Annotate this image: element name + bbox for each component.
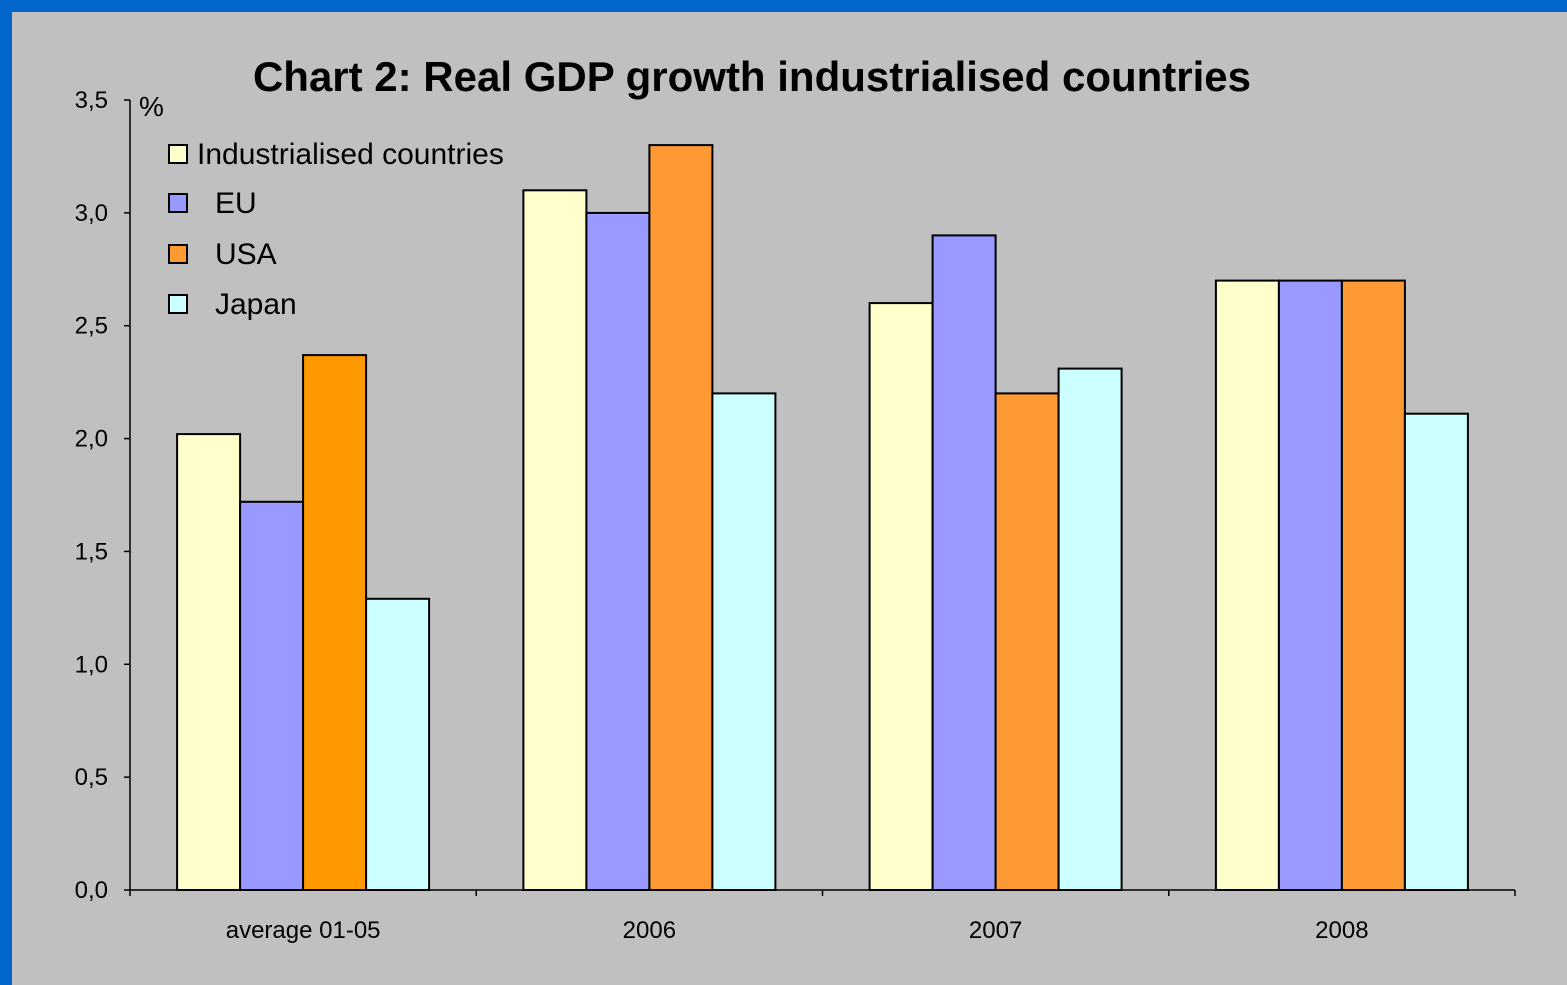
legend-label: EU [215, 187, 257, 220]
legend-label: USA [215, 238, 277, 271]
legend-label: Japan [215, 288, 297, 321]
chart-slide: Chart 2: Real GDP growth industrialised … [12, 12, 1567, 985]
y-tick-label: 0,0 [75, 877, 108, 904]
chart-svg: Chart 2: Real GDP growth industrialised … [75, 53, 1516, 944]
legend-swatch-japan [168, 294, 188, 314]
y-tick-label: 1,0 [75, 651, 108, 678]
legend-swatch-usa [168, 244, 188, 264]
legend-swatch-industrialised-countries [168, 144, 188, 164]
y-tick-label: 3,0 [75, 200, 108, 227]
y-tick-label: 2,5 [75, 313, 108, 340]
bars-layer [176, 144, 1469, 892]
bar-eu-1 [585, 211, 651, 891]
x-tick-label: 2008 [1315, 917, 1368, 944]
y-tick-label: 3,5 [75, 87, 108, 114]
bar-industrialised-countries-2 [868, 302, 934, 892]
bar-eu-2 [931, 234, 997, 891]
legend-label: Industrialised countries [197, 138, 504, 171]
bar-industrialised-countries-0 [176, 433, 242, 891]
bar-usa-2 [994, 392, 1060, 891]
bar-usa-3 [1340, 279, 1406, 892]
y-tick-label: 1,5 [75, 538, 108, 565]
y-tick-label: 2,0 [75, 426, 108, 453]
y-tick-label: 0,5 [75, 764, 108, 791]
bar-japan-2 [1057, 367, 1123, 892]
x-tick-label: 2007 [969, 917, 1022, 944]
legend-swatch-eu [168, 193, 188, 213]
bar-industrialised-countries-3 [1214, 279, 1280, 892]
bar-eu-3 [1277, 279, 1343, 892]
x-tick-label: 2006 [623, 917, 676, 944]
bar-japan-3 [1403, 412, 1469, 891]
bar-japan-0 [365, 597, 431, 891]
x-tick-label: average 01-05 [226, 917, 381, 944]
bar-eu-0 [239, 500, 305, 891]
bar-usa-0 [302, 354, 368, 892]
bar-japan-1 [711, 392, 777, 891]
bar-industrialised-countries-1 [522, 189, 588, 892]
axes-layer: 0,0 0,5 1,0 1,5 2,0 2,5 3,0 3,5 average 01-05 200… [75, 87, 1516, 944]
bar-usa-1 [648, 144, 714, 892]
chart-title: Chart 2: Real GDP growth industrialised … [253, 53, 1251, 100]
legend: Industrialised countries EU USA Japan [168, 138, 504, 321]
y-unit-label: % [139, 91, 164, 122]
